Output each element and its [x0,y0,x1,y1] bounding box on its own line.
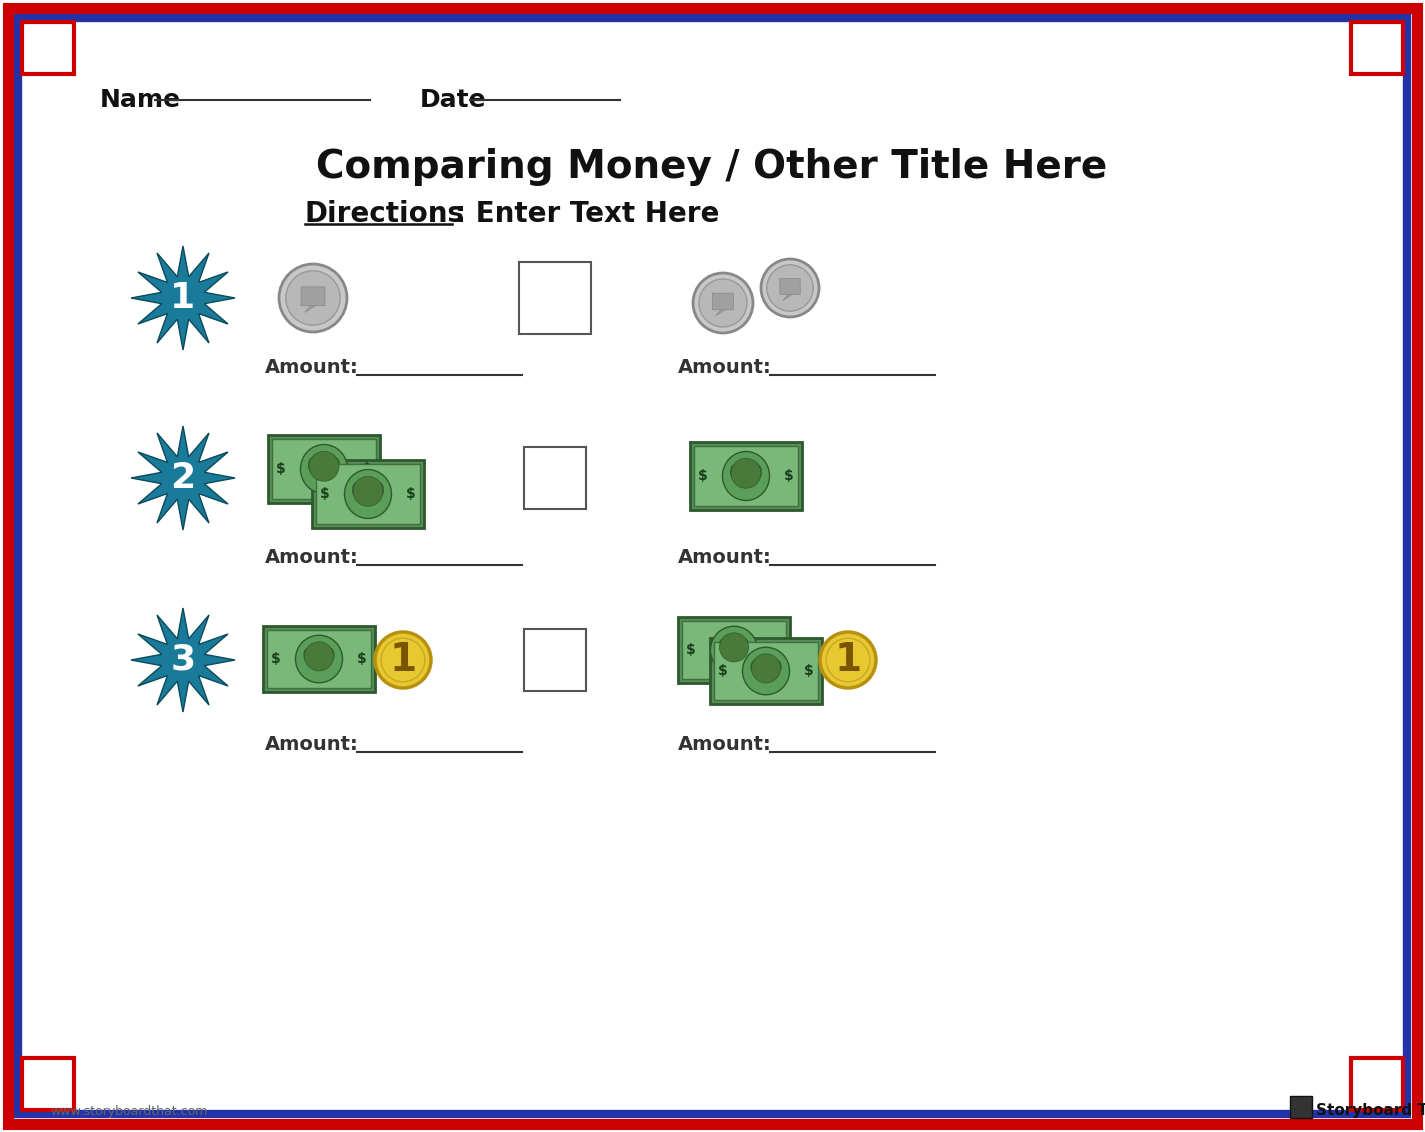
Ellipse shape [295,635,342,683]
Text: $: $ [271,652,281,666]
Circle shape [375,632,430,688]
Circle shape [767,265,814,311]
Bar [272,439,376,499]
Text: Comparing Money / Other Title Here: Comparing Money / Other Title Here [316,148,1107,186]
Circle shape [309,452,339,481]
FancyBboxPatch shape [712,293,734,310]
Bar [264,626,375,692]
Text: Amount:: Amount: [265,548,359,567]
Bar [690,441,802,511]
Bar [1351,1058,1404,1110]
Text: Amount:: Amount: [678,548,772,567]
Bar [683,621,787,679]
Ellipse shape [731,464,740,479]
Text: $: $ [321,487,329,501]
Bar [312,460,425,528]
Text: 3: 3 [171,643,195,677]
Text: $: $ [784,469,794,483]
Text: 2: 2 [171,461,195,495]
Bar [1290,1096,1312,1118]
Text: Amount:: Amount: [265,358,359,377]
Text: $: $ [276,462,286,475]
FancyBboxPatch shape [301,286,325,306]
Circle shape [720,633,748,662]
Circle shape [353,477,383,506]
Ellipse shape [331,457,339,472]
Ellipse shape [308,457,318,472]
Ellipse shape [711,626,758,674]
Ellipse shape [740,638,750,653]
Polygon shape [782,294,792,300]
Ellipse shape [301,445,348,494]
Text: Storyboard That: Storyboard That [1317,1103,1425,1118]
Bar [694,446,798,506]
Bar [316,464,420,524]
Ellipse shape [352,482,362,497]
Bar [710,638,822,704]
Circle shape [380,638,425,681]
Circle shape [761,259,819,317]
Circle shape [279,264,348,332]
Polygon shape [131,426,235,530]
Bar [519,261,591,334]
Bar [714,642,818,700]
Ellipse shape [345,470,392,518]
Circle shape [693,273,752,333]
Bar [21,1058,74,1110]
Text: Amount:: Amount: [265,735,359,754]
Bar [21,22,74,74]
Circle shape [286,271,341,325]
Text: $: $ [804,664,814,678]
FancyBboxPatch shape [779,278,801,294]
Ellipse shape [751,660,760,675]
Text: $: $ [685,643,695,657]
Text: Date: Date [420,88,486,112]
Text: Directions: Directions [305,200,465,228]
Bar [524,447,586,509]
Ellipse shape [772,660,781,675]
Circle shape [731,458,761,488]
Ellipse shape [752,464,761,479]
Ellipse shape [722,452,770,500]
Ellipse shape [718,638,728,653]
Polygon shape [131,608,235,712]
Ellipse shape [375,482,383,497]
Text: $: $ [406,487,416,501]
Text: 1: 1 [835,641,862,679]
Text: : Enter Text Here: : Enter Text Here [455,200,720,228]
Circle shape [751,654,781,683]
Text: Amount:: Amount: [678,735,772,754]
Polygon shape [715,310,725,316]
Circle shape [305,642,333,671]
Polygon shape [131,246,235,350]
Circle shape [700,278,747,327]
Text: Amount:: Amount: [678,358,772,377]
Text: $: $ [772,643,782,657]
Text: $: $ [358,652,366,666]
Circle shape [826,638,869,681]
Bar [1351,22,1404,74]
Ellipse shape [742,648,789,695]
Polygon shape [305,306,315,312]
Text: $: $ [698,469,708,483]
Bar [266,631,371,688]
Text: 1: 1 [171,281,195,315]
Circle shape [819,632,876,688]
Text: $: $ [718,664,728,678]
Bar [268,435,380,503]
Bar [678,617,789,683]
Ellipse shape [304,648,314,662]
Text: 1: 1 [389,641,416,679]
Bar [524,629,586,691]
Ellipse shape [325,648,335,662]
Text: Name: Name [100,88,181,112]
Text: $: $ [362,462,372,475]
Text: www.storyboardthat.com: www.storyboardthat.com [50,1105,208,1118]
